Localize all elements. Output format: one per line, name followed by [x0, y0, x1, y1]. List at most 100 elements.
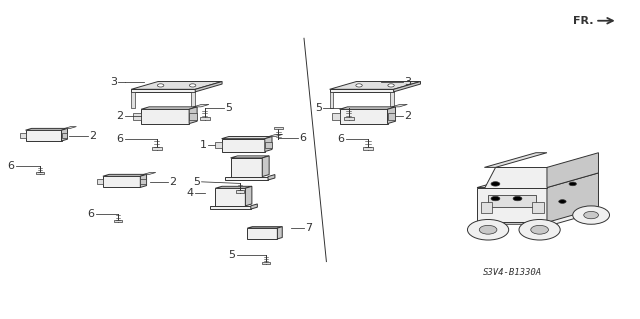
Polygon shape — [547, 173, 598, 222]
Polygon shape — [262, 156, 269, 177]
Polygon shape — [36, 172, 44, 174]
Polygon shape — [134, 113, 141, 120]
Polygon shape — [195, 82, 222, 92]
Polygon shape — [388, 107, 396, 123]
Polygon shape — [477, 210, 606, 224]
Text: FR.: FR. — [573, 16, 594, 26]
Circle shape — [388, 84, 394, 87]
Circle shape — [519, 219, 560, 240]
Polygon shape — [230, 156, 269, 158]
Circle shape — [573, 206, 609, 224]
Text: 6: 6 — [337, 134, 344, 144]
Text: 2: 2 — [116, 111, 124, 122]
Polygon shape — [330, 92, 333, 108]
Text: 2: 2 — [169, 177, 176, 187]
Polygon shape — [332, 113, 339, 120]
Polygon shape — [488, 195, 536, 207]
Circle shape — [189, 84, 196, 87]
Polygon shape — [268, 174, 275, 180]
Polygon shape — [265, 142, 272, 148]
Text: 2: 2 — [404, 111, 412, 122]
Polygon shape — [394, 82, 420, 92]
Circle shape — [513, 197, 522, 201]
Polygon shape — [339, 109, 388, 123]
Polygon shape — [248, 227, 282, 228]
Polygon shape — [115, 220, 122, 222]
Polygon shape — [477, 188, 547, 222]
Circle shape — [491, 182, 500, 186]
Polygon shape — [484, 167, 547, 188]
Text: 5: 5 — [225, 103, 232, 114]
Polygon shape — [103, 176, 140, 188]
Polygon shape — [131, 82, 222, 89]
Polygon shape — [230, 158, 262, 177]
Polygon shape — [152, 147, 162, 150]
Polygon shape — [225, 177, 268, 180]
Polygon shape — [65, 127, 76, 129]
Text: 3: 3 — [110, 77, 117, 87]
Circle shape — [584, 211, 598, 219]
Text: 5: 5 — [193, 177, 200, 187]
Polygon shape — [262, 262, 269, 264]
Text: 6: 6 — [88, 209, 95, 219]
Text: 6: 6 — [116, 134, 124, 144]
Polygon shape — [143, 173, 156, 174]
Polygon shape — [216, 186, 252, 188]
Polygon shape — [330, 82, 420, 89]
Polygon shape — [339, 107, 396, 109]
Polygon shape — [265, 137, 272, 152]
Polygon shape — [388, 113, 395, 120]
Polygon shape — [61, 129, 68, 141]
Polygon shape — [248, 228, 277, 239]
Circle shape — [531, 225, 548, 234]
Polygon shape — [344, 117, 354, 120]
Polygon shape — [484, 153, 547, 167]
Polygon shape — [547, 153, 598, 188]
Circle shape — [491, 197, 500, 201]
Text: 5: 5 — [228, 250, 236, 260]
Polygon shape — [20, 133, 26, 138]
Text: 2: 2 — [90, 130, 97, 141]
Circle shape — [157, 84, 164, 87]
Text: S3V4-B1330A: S3V4-B1330A — [483, 268, 541, 277]
Circle shape — [356, 84, 362, 87]
Polygon shape — [274, 127, 283, 129]
Polygon shape — [245, 186, 252, 206]
Polygon shape — [141, 109, 189, 123]
Polygon shape — [477, 173, 598, 188]
Text: 1: 1 — [200, 140, 207, 150]
Polygon shape — [277, 227, 282, 239]
Polygon shape — [141, 107, 197, 109]
Polygon shape — [392, 105, 407, 107]
Polygon shape — [61, 133, 67, 138]
Text: 5: 5 — [315, 103, 322, 114]
Polygon shape — [200, 117, 210, 120]
Text: 4: 4 — [187, 188, 194, 198]
Polygon shape — [140, 179, 147, 184]
Polygon shape — [103, 174, 147, 176]
Polygon shape — [189, 113, 197, 120]
Text: 6: 6 — [299, 133, 306, 143]
Polygon shape — [193, 105, 209, 107]
Polygon shape — [210, 206, 251, 209]
Polygon shape — [26, 129, 68, 130]
Polygon shape — [216, 188, 245, 206]
Text: 7: 7 — [305, 223, 312, 233]
Polygon shape — [191, 92, 195, 108]
Polygon shape — [390, 92, 394, 108]
Circle shape — [569, 182, 577, 186]
Polygon shape — [481, 202, 493, 213]
Polygon shape — [221, 139, 265, 152]
Polygon shape — [97, 179, 103, 184]
Polygon shape — [189, 107, 197, 123]
Polygon shape — [131, 92, 135, 108]
Circle shape — [559, 200, 566, 203]
Text: 3: 3 — [404, 77, 412, 87]
Polygon shape — [251, 204, 257, 209]
Polygon shape — [236, 190, 244, 193]
Polygon shape — [363, 147, 373, 150]
Polygon shape — [269, 134, 283, 137]
Polygon shape — [26, 130, 61, 141]
Polygon shape — [330, 89, 394, 92]
Text: 6: 6 — [8, 161, 15, 171]
